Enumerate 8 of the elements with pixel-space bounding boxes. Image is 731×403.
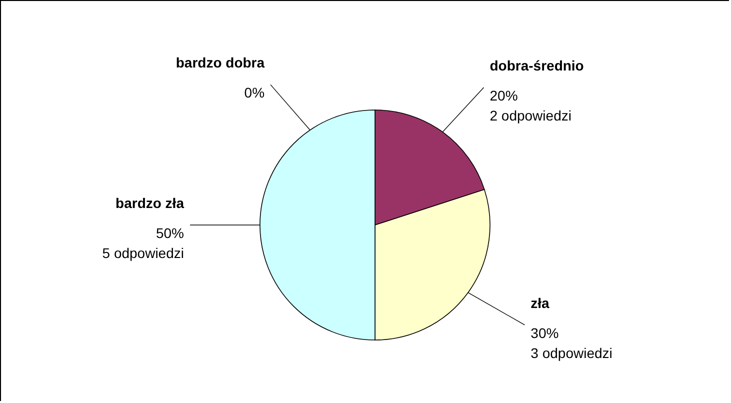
data-label: 30% 3 odpowiedzi — [530, 324, 612, 361]
text: 0% — [244, 84, 265, 101]
slice-label: bardzo zła — [116, 195, 184, 211]
data-label: 50% 5 odpowiedzi — [102, 225, 184, 261]
slice-label: dobra-średnio — [490, 57, 584, 74]
slice-label: zła — [530, 294, 550, 311]
data-label: 20% 2 odpowiedzi — [490, 87, 572, 124]
category-label: bardzo dobra — [176, 54, 265, 71]
